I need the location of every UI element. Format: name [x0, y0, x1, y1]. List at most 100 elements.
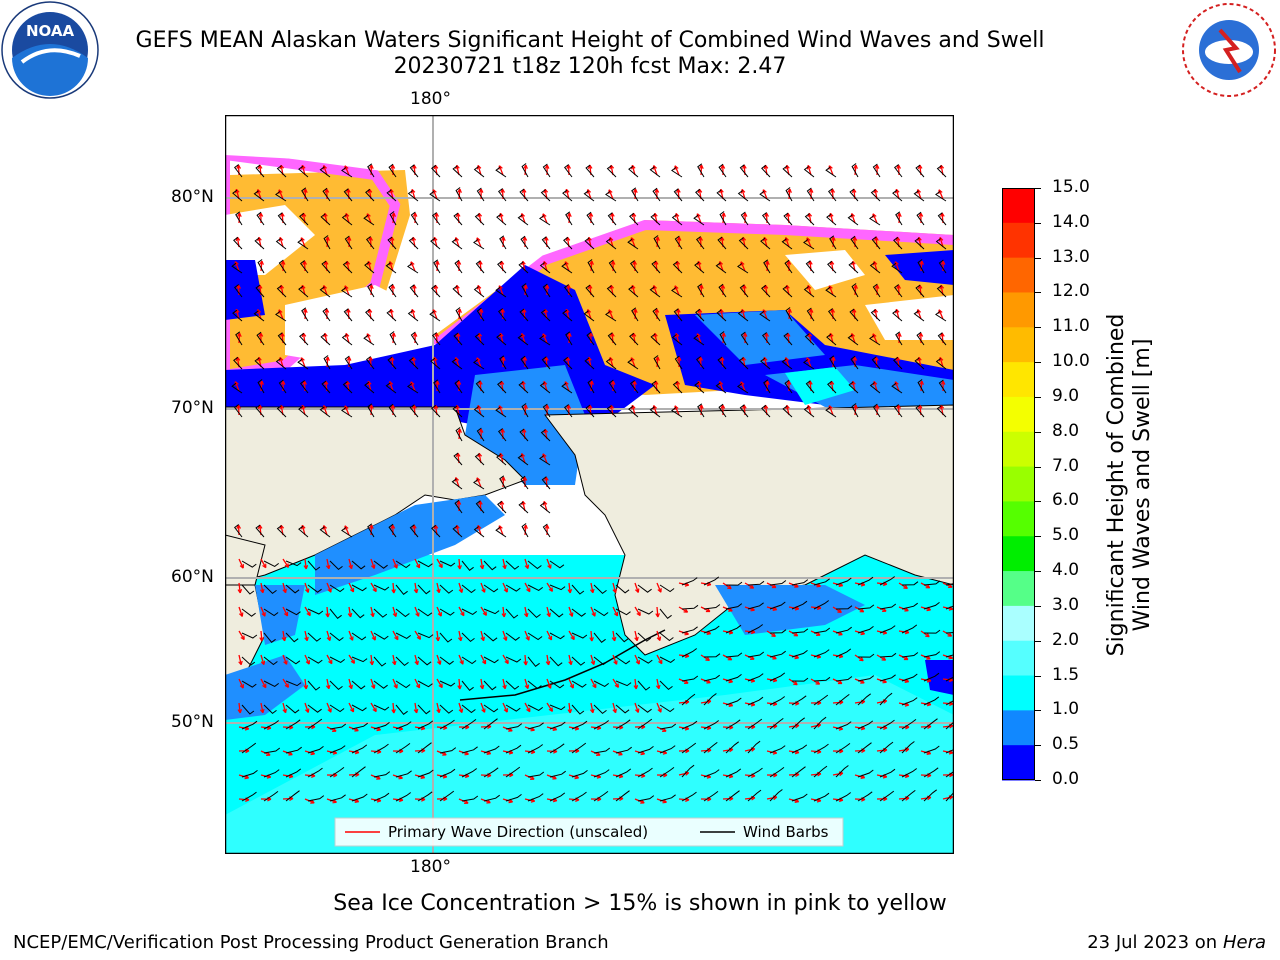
wind-barb — [761, 332, 771, 346]
wave-direction-arrow — [546, 702, 553, 712]
colorbar-tick-label: 13.0 — [1052, 246, 1090, 267]
wind-barb — [917, 379, 925, 394]
wave-direction-arrow — [502, 702, 508, 713]
wave-arrow-head — [458, 708, 464, 714]
wind-barb — [672, 381, 683, 394]
wind-barb — [923, 718, 938, 730]
wind-barb — [453, 212, 463, 226]
wave-arrow-head — [676, 356, 682, 361]
wave-arrow-head — [727, 584, 732, 590]
wind-barb — [351, 656, 368, 663]
wave-arrow-head — [742, 212, 748, 217]
wave-arrow-head — [853, 404, 858, 409]
wind-barb — [674, 355, 683, 370]
wave-arrow-head — [304, 636, 309, 642]
wave-direction-arrow — [238, 332, 241, 344]
wind-barb — [901, 581, 919, 586]
wave-arrow-head — [729, 724, 734, 730]
wave-arrow-head — [544, 524, 550, 529]
wind-barb — [848, 261, 859, 274]
wave-direction-arrow — [282, 582, 287, 593]
wave-direction-arrow — [392, 630, 399, 641]
wind-barb — [851, 403, 859, 418]
wind-barb — [659, 767, 675, 778]
wind-barb — [408, 237, 419, 250]
wind-barb — [813, 600, 829, 610]
wave-direction-arrow — [876, 654, 886, 661]
wind-barb — [783, 212, 793, 226]
colorbar-tick-label: 15.0 — [1052, 177, 1090, 197]
wind-barb — [653, 355, 661, 370]
wind-barb — [527, 722, 544, 730]
wave-direction-arrow — [260, 260, 263, 272]
wave-direction-arrow — [634, 606, 641, 616]
wave-direction-arrow — [392, 212, 395, 224]
wind-barb — [879, 652, 897, 658]
wind-barb — [637, 608, 654, 615]
wind-barb — [452, 165, 463, 178]
wind-barb — [847, 214, 859, 226]
wind-barb — [718, 163, 727, 178]
wind-barb — [879, 719, 895, 730]
wind-barb — [275, 238, 287, 250]
wind-barb — [505, 584, 521, 592]
wind-barb — [725, 652, 743, 658]
wind-barb — [439, 656, 454, 665]
wind-barb — [681, 626, 698, 634]
wave-arrow-head — [479, 564, 485, 570]
wave-direction-arrow — [235, 309, 240, 320]
wave-arrow-head — [457, 685, 462, 690]
footer-host: Hera — [1222, 932, 1266, 953]
wind-barb — [893, 164, 903, 178]
wave-arrow-head — [282, 708, 287, 714]
wind-barb — [835, 676, 853, 682]
wind-barb — [715, 382, 727, 394]
wave-direction-arrow — [348, 630, 354, 641]
wind-barb — [791, 600, 808, 610]
wave-arrow-head — [304, 588, 310, 593]
wind-barb — [241, 704, 255, 715]
wave-direction-arrow — [304, 308, 307, 320]
wave-arrow-head — [391, 589, 396, 594]
wave-direction-arrow — [436, 260, 439, 272]
wave-direction-arrow — [612, 582, 617, 593]
wave-arrow-head — [634, 636, 639, 642]
wind-barb — [805, 260, 815, 274]
wind-barb — [263, 608, 279, 617]
wind-barb — [388, 523, 397, 538]
wave-direction-arrow — [502, 558, 506, 569]
wind-barb — [278, 259, 287, 274]
wind-barb — [923, 745, 940, 754]
wind-barb — [527, 632, 543, 641]
wind-barb — [747, 789, 762, 802]
colorbar-tick-label: 9.0 — [1052, 385, 1080, 406]
colorbar-tick-label: 1.5 — [1052, 664, 1080, 685]
wave-direction-arrow — [502, 356, 505, 368]
wave-direction-arrow — [788, 630, 799, 637]
wave-direction-arrow — [568, 630, 575, 640]
wave-direction-arrow — [436, 380, 439, 392]
wind-barb — [694, 381, 705, 394]
wave-direction-arrow — [634, 582, 639, 593]
wave-direction-arrow — [304, 654, 310, 665]
wind-barb — [945, 583, 954, 586]
wave-arrow-head — [656, 636, 662, 642]
wave-arrow-head — [259, 588, 265, 594]
wave-arrow-head — [240, 635, 245, 641]
wave-direction-arrow — [238, 630, 245, 640]
wind-barb — [517, 454, 529, 466]
wind-barb — [417, 742, 432, 754]
wave-direction-arrow — [546, 654, 550, 666]
wind-barb — [725, 719, 741, 730]
wave-direction-arrow — [898, 332, 901, 344]
wind-barb — [235, 211, 243, 226]
wind-barb — [483, 656, 499, 664]
wave-direction-arrow — [367, 381, 372, 392]
wave-direction-arrow — [920, 260, 923, 272]
wind-barb — [923, 789, 937, 802]
wind-barb — [285, 704, 300, 714]
wave-direction-arrow — [458, 678, 461, 690]
wave-arrow-head — [465, 724, 470, 730]
wave-arrow-head — [259, 708, 265, 714]
wind-barb — [483, 584, 499, 593]
